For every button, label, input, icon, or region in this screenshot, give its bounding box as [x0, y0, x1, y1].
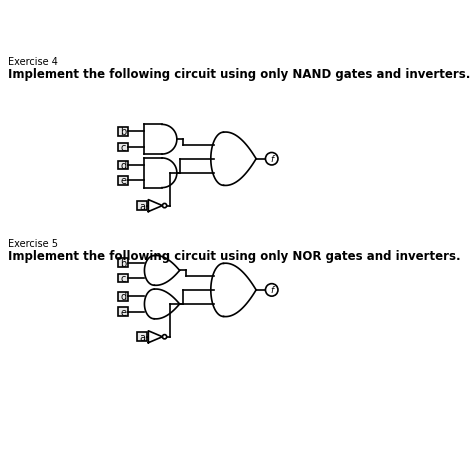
Text: b: b	[120, 258, 127, 268]
Text: f: f	[270, 286, 273, 295]
FancyBboxPatch shape	[137, 333, 147, 341]
Text: d: d	[120, 161, 127, 171]
Text: c: c	[121, 143, 126, 152]
FancyBboxPatch shape	[137, 202, 147, 210]
FancyBboxPatch shape	[118, 259, 128, 268]
Text: Exercise 4: Exercise 4	[8, 56, 58, 67]
FancyBboxPatch shape	[118, 143, 128, 152]
Text: e: e	[120, 176, 127, 186]
FancyBboxPatch shape	[118, 292, 128, 301]
FancyBboxPatch shape	[118, 162, 128, 170]
Text: a: a	[139, 332, 145, 342]
FancyBboxPatch shape	[118, 128, 128, 136]
Text: Exercise 5: Exercise 5	[8, 239, 58, 249]
Text: c: c	[121, 274, 126, 284]
Text: e: e	[120, 307, 127, 317]
Text: b: b	[120, 127, 127, 137]
Text: Implement the following circuit using only NOR gates and inverters.: Implement the following circuit using on…	[8, 250, 460, 263]
Text: d: d	[120, 291, 127, 302]
FancyBboxPatch shape	[118, 177, 128, 185]
Text: a: a	[139, 201, 145, 211]
FancyBboxPatch shape	[118, 308, 128, 316]
FancyBboxPatch shape	[118, 274, 128, 283]
Text: f: f	[270, 155, 273, 164]
Text: Implement the following circuit using only NAND gates and inverters.: Implement the following circuit using on…	[8, 67, 470, 80]
